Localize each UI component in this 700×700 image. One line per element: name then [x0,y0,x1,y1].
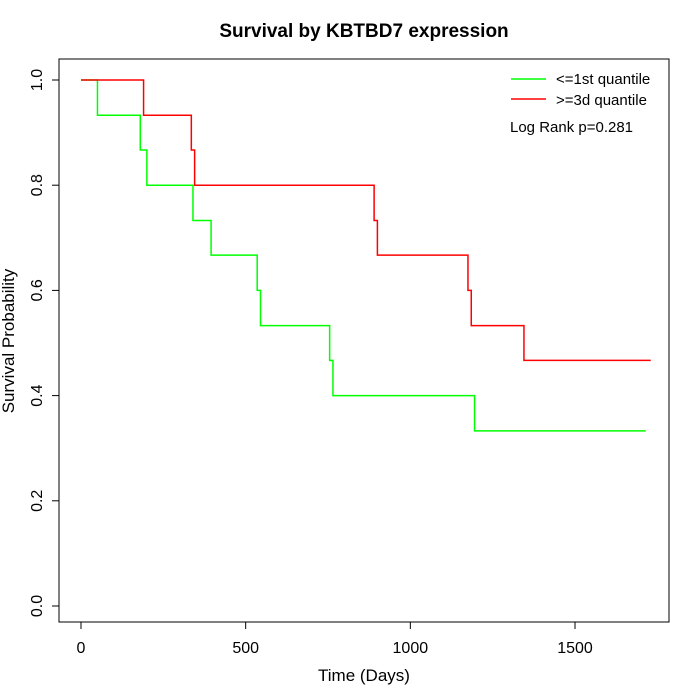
y-tick-label: 0.2 [29,490,46,512]
legend-label-low: <=1st quantile [556,71,650,88]
x-axis-label: Time (Days) [318,666,410,685]
x-axis: 0 500 1000 1500 [77,621,593,657]
x-tick-label: 500 [232,640,259,657]
y-tick-label: 0.8 [29,174,46,196]
y-tick-label: 0.4 [29,384,46,406]
series-line-high [81,79,651,362]
y-axis-label: Survival Probability [0,268,18,413]
y-axis: 0.0 0.2 0.4 0.6 0.8 1.0 [29,69,60,617]
legend: <=1st quantile >=3d quantile [511,71,650,109]
x-tick-label: 1500 [557,640,593,657]
legend-label-high: >=3d quantile [556,92,647,109]
x-tick-label: 0 [77,640,86,657]
series-line-low [81,79,646,432]
chart-title: Survival by KBTBD7 expression [219,21,508,42]
y-tick-label: 0.6 [29,279,46,301]
series-layer [81,79,651,432]
y-tick-label: 0.0 [29,595,46,617]
log-rank-annotation: Log Rank p=0.281 [510,119,633,136]
y-tick-label: 1.0 [29,69,46,91]
x-tick-label: 1000 [393,640,429,657]
